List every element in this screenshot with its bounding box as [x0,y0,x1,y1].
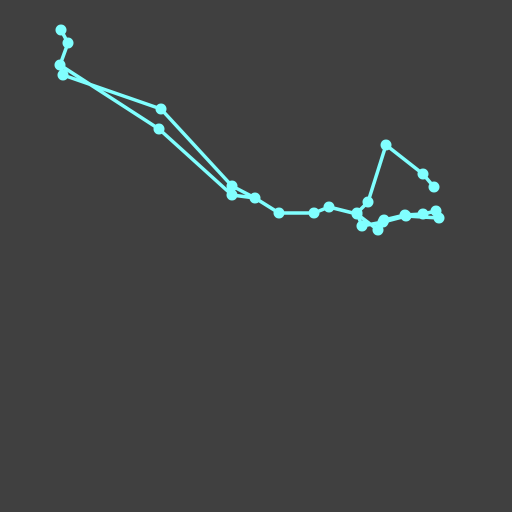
path-points [54,24,445,236]
path-point [323,201,335,213]
path-segment [58,63,161,131]
path-segment [159,107,234,188]
path-point [372,224,384,236]
path-segment [366,143,388,204]
path-point [417,208,429,220]
path-point [226,189,238,201]
path-point [273,207,285,219]
path-point [433,212,445,224]
path-point [308,207,320,219]
path-point [249,192,261,204]
path-point [356,220,368,232]
path-point [428,181,440,193]
path-segment [157,127,234,197]
path-point [362,196,374,208]
path-point [55,24,67,36]
path-segment [384,143,425,176]
path-point [400,210,412,222]
path-point [377,216,389,228]
path-point [226,180,238,192]
path-point [153,123,165,135]
path-point [155,103,167,115]
path-point [54,59,66,71]
path-point [351,207,363,219]
path-point [57,69,69,81]
path-point [62,37,74,49]
path-point [417,168,429,180]
path-point [380,139,392,151]
path-segment [61,73,163,111]
